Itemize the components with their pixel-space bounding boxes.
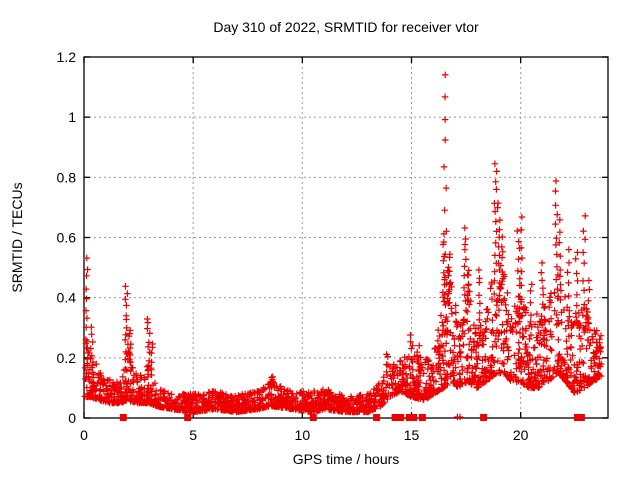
x-axis-label: GPS time / hours [293,451,400,467]
y-axis-label: SRMTID / TECUs [9,182,25,292]
zero-value-square-marker [480,414,488,421]
y-tick-label: 0.6 [57,230,77,246]
y-tick-label: 0.2 [57,350,77,366]
y-tick-label: 0.8 [57,169,77,185]
x-tick-label: 0 [80,427,88,443]
zero-value-square-marker [373,414,381,421]
x-tick-label: 10 [295,427,311,443]
zero-value-square-marker [410,414,418,421]
x-tick-label: 20 [513,427,529,443]
y-tick-label: 1.2 [57,49,77,65]
zero-value-square-marker [405,414,413,421]
chart-title: Day 310 of 2022, SRMTID for receiver vto… [213,19,479,35]
zero-value-square-marker [418,414,426,421]
zero-value-square-marker [573,414,581,421]
zero-value-square-marker [577,414,585,421]
y-tick-label: 0.4 [57,290,77,306]
zero-value-square-marker [397,414,405,421]
scatter-points [81,71,605,421]
y-tick-label: 0 [68,410,76,426]
x-tick-label: 5 [189,427,197,443]
zero-value-square-marker [309,414,317,421]
zero-value-square-marker [184,414,192,421]
x-tick-label: 15 [404,427,420,443]
y-tick-label: 1 [68,109,76,125]
zero-value-square-marker [119,414,127,421]
zero-value-square-marker [391,414,399,421]
